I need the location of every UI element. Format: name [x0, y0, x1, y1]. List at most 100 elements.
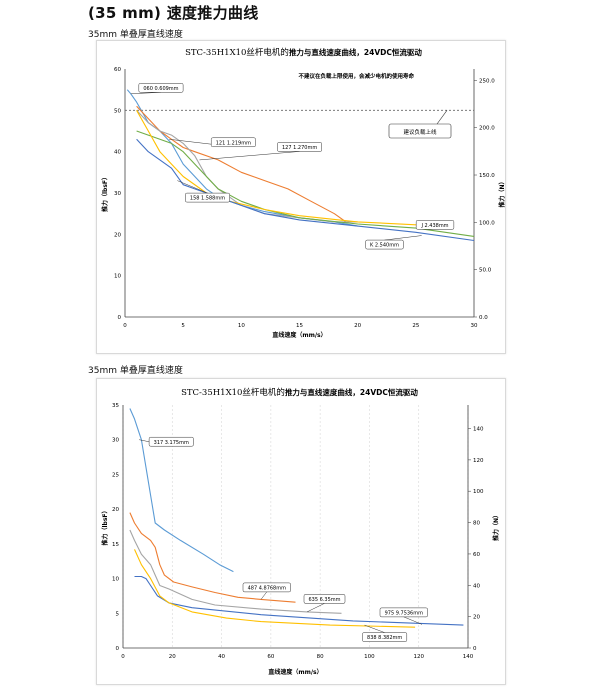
y2-tick-label: 250.0 — [479, 78, 495, 84]
y2-tick-label: 20 — [473, 615, 480, 621]
y-tick-label: 20 — [114, 232, 121, 238]
thrust-speed-chart-2: STC-35H1X10丝杆电机的推力与直线速度曲线，24VDC恒流驱动 0 20 40… — [101, 387, 500, 676]
series-callout: 975 9.7536mm — [379, 607, 428, 625]
y2-tick-label: 60 — [473, 552, 480, 558]
callout-box — [185, 192, 230, 203]
callout-box — [148, 436, 194, 447]
y-tick-label: 50 — [114, 108, 121, 114]
series-line — [129, 408, 234, 573]
callout-label: J 2.438mm — [420, 223, 448, 229]
y-tick-label: 30 — [114, 191, 121, 197]
callout-box — [210, 137, 256, 148]
callout-label: 158 1.588mm — [190, 196, 225, 202]
callout-pointer — [177, 180, 208, 194]
chart-note: 不建议在负载上限使用，会减少电机的使用寿命 — [298, 72, 414, 80]
series-line — [129, 529, 342, 614]
y-tick-label: 10 — [112, 577, 119, 583]
y-tick-label: 15 — [112, 542, 119, 548]
callout-pointer — [130, 92, 161, 95]
callout-box — [138, 83, 184, 93]
callout-label: 060 0.609mm — [143, 86, 178, 92]
x-tick-label: 140 — [463, 654, 474, 660]
callout-box — [415, 220, 455, 230]
x-axis-label: 直线速度（mm/s） — [268, 668, 322, 676]
chart-title: STC-35H1X10丝杆电机的推力与直线速度曲线，24VDC恒流驱动 — [185, 47, 422, 58]
callout-label: 975 9.7536mm — [385, 610, 423, 616]
x-tick-label: 60 — [267, 654, 274, 660]
page-title: (35 mm) 速度推力曲线 — [88, 4, 259, 22]
x-tick-label: 120 — [413, 654, 424, 660]
callout-box — [242, 582, 291, 593]
series-line — [133, 549, 416, 628]
callout-pointer — [364, 624, 385, 633]
series-callout: 317 3.175mm — [139, 436, 194, 447]
callout-label: K 2.540mm — [370, 243, 399, 249]
chart-title-prefix: STC-35H1X10丝杆电机的 — [185, 47, 289, 58]
section-title-2: 35mm 单叠厚直线速度 — [88, 366, 183, 376]
y2-tick-label: 100.0 — [479, 220, 495, 226]
y2-tick-label: 0 — [473, 646, 477, 652]
y2-axis-label: 推力（N） — [492, 512, 500, 541]
callout-box — [303, 594, 346, 604]
x-tick-label: 15 — [296, 323, 303, 329]
chart-title: STC-35H1X10丝杆电机的推力与直线速度曲线，24VDC恒流驱动 — [181, 387, 418, 398]
callout-label: 635 6.35mm — [308, 597, 340, 603]
callout-label: 127 1.270mm — [282, 145, 317, 151]
x-tick-label: 80 — [317, 654, 324, 660]
load-limit-pointer — [436, 110, 448, 125]
series-callout: 487 4.8768mm — [242, 582, 291, 600]
x-tick-label: 20 — [354, 323, 361, 329]
chart-panel-2: STC-35H1X10丝杆电机的推力与直线速度曲线，24VDC恒流驱动 0 20 40… — [96, 378, 506, 685]
series-callout: 838 8.382mm — [362, 624, 408, 642]
y-tick-label: 20 — [112, 507, 119, 513]
y2-tick-label: 200.0 — [479, 126, 495, 132]
y2-tick-label: 50.0 — [479, 268, 492, 274]
load-limit-callout: 建议负载上线 — [388, 110, 452, 139]
callout-pointer — [199, 151, 300, 161]
x-tick-label: 10 — [238, 323, 245, 329]
thrust-speed-chart-1: STC-35H1X10丝杆电机的推力与直线速度曲线，24VDC恒流驱动 0 5 10 1… — [101, 47, 505, 339]
y-tick-label: 10 — [114, 274, 121, 280]
series-callout: K 2.540mm — [365, 235, 422, 250]
x-tick-label: 30 — [471, 323, 478, 329]
y-tick-label: 60 — [114, 67, 121, 73]
y-tick-label: 0 — [116, 646, 120, 652]
y2-tick-label: 0.0 — [479, 315, 488, 321]
y2-tick-label: 40 — [473, 583, 480, 589]
x-tick-label: 0 — [121, 654, 125, 660]
y-axis-label: 推力（lbsF） — [101, 507, 109, 545]
callout-box — [365, 239, 404, 250]
section-title-1: 35mm 单叠厚直线速度 — [88, 30, 183, 40]
y-tick-label: 30 — [112, 438, 119, 444]
callout-label: 121 1.219mm — [216, 140, 251, 146]
y-tick-label: 40 — [114, 150, 121, 156]
x-tick-label: 0 — [123, 323, 127, 329]
callout-pointer — [384, 235, 422, 241]
series-line — [134, 575, 464, 626]
x-tick-label: 25 — [412, 323, 419, 329]
x-tick-label: 40 — [218, 654, 225, 660]
chart-title-suffix: 推力与直线速度曲线，24VDC恒流驱动 — [285, 387, 418, 397]
series-callout: 635 6.35mm — [303, 594, 346, 613]
y-tick-label: 0 — [118, 315, 122, 321]
y2-tick-label: 140 — [473, 427, 484, 433]
callout-pointer — [403, 616, 423, 625]
series-line — [129, 512, 296, 603]
load-limit-box — [388, 123, 452, 139]
x-tick-label: 100 — [364, 654, 375, 660]
callout-label: 838 8.382mm — [367, 635, 402, 641]
chart-title-prefix: STC-35H1X10丝杆电机的 — [181, 387, 285, 398]
y2-tick-label: 120 — [473, 458, 484, 464]
series-callout: 060 0.609mm — [130, 83, 184, 95]
x-axis-label: 直线速度（mm/s） — [272, 331, 326, 339]
y2-tick-label: 100 — [473, 489, 484, 495]
series-callout: 127 1.270mm — [199, 142, 323, 161]
y2-tick-label: 150.0 — [479, 173, 495, 179]
x-tick-label: 20 — [169, 654, 176, 660]
chart-title-suffix: 推力与直线速度曲线，24VDC恒流驱动 — [289, 47, 422, 57]
callout-pointer — [306, 603, 325, 613]
series-callout: 158 1.588mm — [177, 180, 230, 203]
y-tick-label: 35 — [112, 403, 119, 409]
chart-panel-1: STC-35H1X10丝杆电机的推力与直线速度曲线，24VDC恒流驱动 0 5 10 1… — [96, 40, 506, 354]
load-limit-label: 建议负载上线 — [403, 128, 437, 136]
